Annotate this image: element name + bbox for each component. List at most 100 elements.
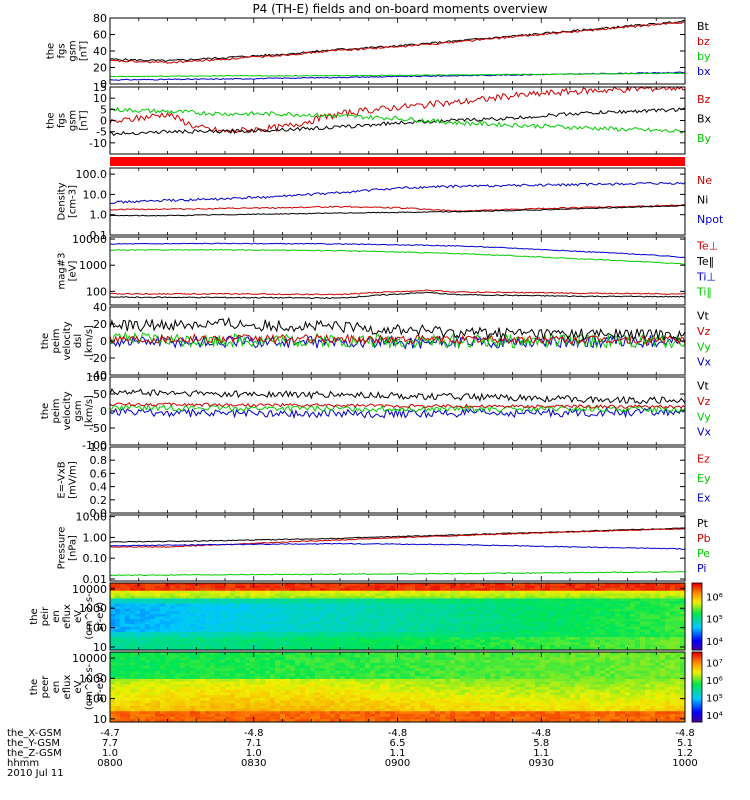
- heatmap-cell: [355, 613, 361, 617]
- heatmap-cell: [160, 692, 166, 696]
- heatmap-cell: [245, 708, 251, 712]
- heatmap-cell: [335, 695, 341, 699]
- heatmap-cell: [190, 681, 196, 685]
- heatmap-cell: [160, 626, 166, 630]
- heatmap-cell: [170, 697, 176, 701]
- heatmap-cell: [215, 676, 221, 680]
- heatmap-cell: [185, 626, 191, 630]
- heatmap-cell: [325, 624, 331, 628]
- heatmap-cell: [375, 644, 381, 648]
- heatmap-cell: [345, 644, 351, 648]
- heatmap-cell: [390, 637, 396, 640]
- heatmap-cell: [275, 681, 281, 685]
- heatmap-cell: [250, 654, 256, 658]
- heatmap-cell: [280, 681, 286, 685]
- heatmap-cell: [130, 634, 136, 638]
- heatmap-cell: [140, 713, 146, 717]
- heatmap-cell: [355, 668, 361, 672]
- heatmap-cell: [220, 654, 226, 658]
- heatmap-cell: [595, 613, 601, 617]
- heatmap-cell: [295, 652, 301, 655]
- heatmap-cell: [120, 626, 126, 630]
- heatmap-cell: [675, 647, 681, 651]
- colorbar-segment: [692, 596, 702, 599]
- heatmap-cell: [675, 588, 681, 592]
- heatmap-cell: [425, 606, 431, 610]
- heatmap-cell: [255, 583, 261, 586]
- heatmap-cell: [305, 708, 311, 712]
- heatmap-cell: [115, 629, 121, 633]
- heatmap-cell: [650, 613, 656, 617]
- heatmap-cell: [265, 611, 271, 615]
- heatmap-cell: [235, 631, 241, 635]
- heatmap-cell: [470, 585, 476, 589]
- heatmap-cell: [300, 654, 306, 658]
- heatmap-cell: [230, 692, 236, 696]
- legend-entry: Ti‖: [696, 286, 712, 299]
- heatmap-cell: [510, 621, 516, 625]
- heatmap-cell: [275, 603, 281, 607]
- heatmap-cell: [280, 716, 286, 720]
- heatmap-cell: [345, 590, 351, 594]
- heatmap-cell: [335, 660, 341, 664]
- heatmap-cell: [300, 673, 306, 677]
- heatmap-cell: [470, 598, 476, 602]
- heatmap-cell: [130, 624, 136, 628]
- heatmap-cell: [300, 598, 306, 602]
- heatmap-cell: [355, 621, 361, 625]
- colorbar-tick-label: 10⁶: [706, 592, 723, 603]
- y-axis-label: eflux: [62, 604, 73, 629]
- heatmap-cell: [185, 708, 191, 712]
- heatmap-cell: [425, 585, 431, 589]
- heatmap-cell: [620, 629, 626, 633]
- heatmap-cell: [285, 585, 291, 589]
- heatmap-cell: [310, 631, 316, 635]
- heatmap-cell: [425, 631, 431, 635]
- heatmap-cell: [590, 624, 596, 628]
- heatmap-cell: [260, 692, 266, 696]
- heatmap-cell: [300, 608, 306, 612]
- heatmap-cell: [315, 642, 321, 646]
- heatmap-cell: [560, 613, 566, 617]
- heatmap-cell: [365, 681, 371, 685]
- heatmap-cell: [245, 713, 251, 717]
- colorbar-segment: [692, 613, 702, 616]
- heatmap-cell: [200, 654, 206, 658]
- heatmap-cell: [305, 700, 311, 704]
- heatmap-cell: [315, 705, 321, 709]
- heatmap-cell: [220, 593, 226, 597]
- heatmap-cell: [255, 660, 261, 664]
- heatmap-cell: [295, 639, 301, 643]
- heatmap-cell: [285, 668, 291, 672]
- heatmap-cell: [120, 642, 126, 646]
- heatmap-cell: [370, 642, 376, 646]
- heatmap-cell: [435, 598, 441, 602]
- heatmap-cell: [365, 583, 371, 586]
- heatmap-cell: [260, 713, 266, 717]
- heatmap-cell: [210, 654, 216, 658]
- heatmap-cell: [355, 662, 361, 666]
- heatmap-cell: [235, 583, 241, 586]
- heatmap-cell: [585, 598, 591, 602]
- heatmap-cell: [610, 590, 616, 594]
- heatmap-cell: [255, 593, 261, 597]
- heatmap-cell: [125, 716, 131, 720]
- heatmap-cell: [325, 598, 331, 602]
- heatmap-cell: [265, 642, 271, 646]
- heatmap-cell: [540, 601, 546, 604]
- heatmap-cell: [305, 585, 311, 589]
- heatmap-cell: [195, 634, 201, 638]
- heatmap-cell: [335, 583, 341, 586]
- heatmap-cell: [255, 719, 261, 723]
- heatmap-cell: [600, 601, 606, 604]
- heatmap-cell: [610, 585, 616, 589]
- heatmap-cell: [115, 639, 121, 643]
- heatmap-cell: [220, 611, 226, 615]
- heatmap-cell: [590, 598, 596, 602]
- heatmap-cell: [650, 608, 656, 612]
- heatmap-cell: [210, 681, 216, 685]
- heatmap-cell: [295, 647, 301, 651]
- heatmap-cell: [475, 629, 481, 633]
- heatmap-cell: [245, 692, 251, 696]
- heatmap-cell: [140, 719, 146, 723]
